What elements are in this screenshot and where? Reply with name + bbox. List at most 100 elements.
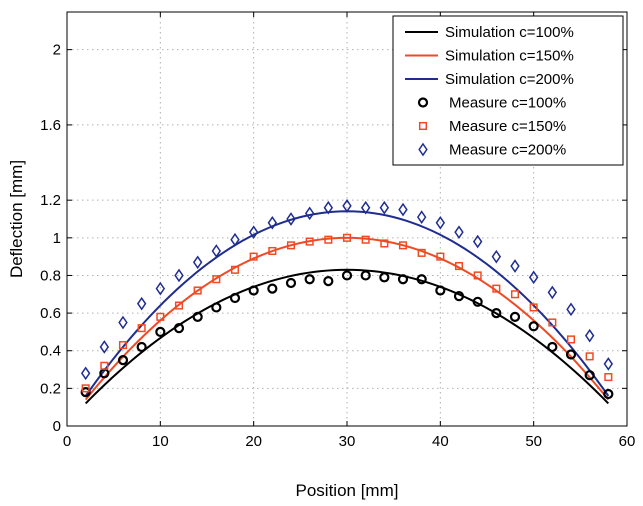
measure-point: [416, 210, 427, 224]
series-5: [81, 233, 613, 393]
y-tick-label: 2: [53, 42, 61, 59]
measure-point: [248, 225, 259, 239]
measure-point: [566, 335, 576, 344]
measure-point: [584, 370, 595, 381]
measure-point: [80, 366, 91, 381]
measure-point: [229, 292, 241, 304]
legend-entry-label: Measure c=150%: [449, 118, 566, 135]
measure-point: [192, 311, 203, 322]
legend-entry-label: Measure c=100%: [449, 95, 566, 112]
measure-point: [286, 212, 296, 226]
measure-point: [285, 277, 297, 289]
legend-marker-swatch: [418, 142, 428, 157]
measure-point: [547, 341, 558, 353]
measure-point: [155, 281, 166, 296]
measure-point: [473, 271, 482, 280]
measure-point: [547, 285, 558, 300]
measure-point: [211, 244, 222, 258]
x-tick-label: 20: [245, 433, 262, 450]
legend-entry-label: Simulation c=200%: [445, 71, 574, 88]
legend-entry-label: Measure c=200%: [449, 142, 566, 159]
measure-point: [155, 326, 166, 338]
series-4: [80, 270, 614, 400]
measure-point: [174, 268, 184, 283]
measure-point: [305, 237, 314, 246]
measure-point: [472, 234, 483, 249]
measure-point: [435, 215, 446, 230]
measure-point: [100, 361, 109, 370]
measure-point: [491, 249, 502, 264]
measure-point: [137, 324, 146, 333]
measure-point: [584, 328, 595, 343]
measure-point: [230, 265, 240, 274]
legend-marker-swatch: [417, 97, 429, 108]
x-tick-label: 50: [525, 433, 542, 450]
measure-point: [603, 357, 614, 371]
measure-point: [604, 373, 613, 382]
simulation-line: [84, 236, 610, 401]
measure-point: [156, 312, 165, 321]
series-6: [80, 199, 614, 381]
series-2: [84, 236, 610, 401]
x-tick-label: 10: [152, 433, 169, 450]
measure-point: [118, 315, 128, 330]
measure-point: [360, 270, 371, 281]
axis-ticks: 0 10 20 30 40 50 60 0 0.2 0.4 0.6 0.8 1 1.2 1.6 2: [40, 12, 635, 450]
legend-marker-swatch: [418, 121, 428, 131]
measure-point: [117, 355, 129, 366]
measure-point: [454, 261, 464, 271]
measure-point: [529, 303, 538, 312]
y-tick-label: 0: [53, 418, 61, 435]
measure-point: [360, 200, 371, 215]
y-tick-label: 0.2: [40, 380, 61, 397]
measure-point: [566, 302, 576, 317]
measure-point: [435, 285, 446, 296]
measure-point: [304, 206, 315, 221]
measure-point: [379, 200, 390, 215]
y-tick-label: 0.4: [40, 343, 61, 360]
measure-point: [417, 248, 426, 257]
measure-point: [193, 286, 202, 295]
measure-point: [249, 252, 258, 261]
measure-point: [492, 284, 501, 293]
measure-point: [342, 233, 352, 242]
measure-point: [510, 259, 520, 273]
y-tick-label: 1: [53, 230, 61, 247]
x-axis-label: Position [mm]: [296, 481, 399, 500]
simulation-line: [84, 268, 610, 405]
measure-point: [510, 290, 520, 299]
measure-point: [248, 285, 259, 296]
legend-box: [392, 15, 624, 166]
measure-point: [603, 388, 614, 400]
measure-point: [528, 321, 539, 332]
measure-point: [585, 352, 594, 361]
measure-point: [453, 291, 465, 302]
measure-point: [211, 302, 222, 313]
measure-point: [174, 301, 184, 310]
measure-point: [380, 239, 389, 248]
legend-entry-label: Simulation c=100%: [445, 24, 574, 41]
measure-point: [398, 241, 408, 250]
measure-point: [379, 272, 390, 283]
measure-point: [341, 270, 353, 281]
measure-point: [398, 202, 408, 217]
measure-point: [136, 296, 147, 311]
measure-point: [565, 349, 577, 360]
measure-point: [99, 340, 110, 354]
measure-point: [192, 255, 203, 270]
measure-point: [323, 276, 334, 287]
measure-point: [548, 318, 557, 327]
measure-point: [342, 199, 352, 213]
x-tick-label: 0: [63, 433, 71, 450]
measure-point: [397, 274, 409, 285]
measure-point: [267, 215, 278, 230]
measure-point: [230, 232, 240, 247]
measure-point: [454, 225, 464, 239]
y-tick-label: 1.2: [40, 192, 61, 209]
measure-point: [81, 384, 90, 393]
legend: Simulation c=100% Simulation c=150% Simula…: [392, 15, 624, 166]
x-tick-label: 40: [432, 433, 449, 450]
measure-point: [212, 275, 221, 284]
x-tick-label: 30: [339, 433, 356, 450]
